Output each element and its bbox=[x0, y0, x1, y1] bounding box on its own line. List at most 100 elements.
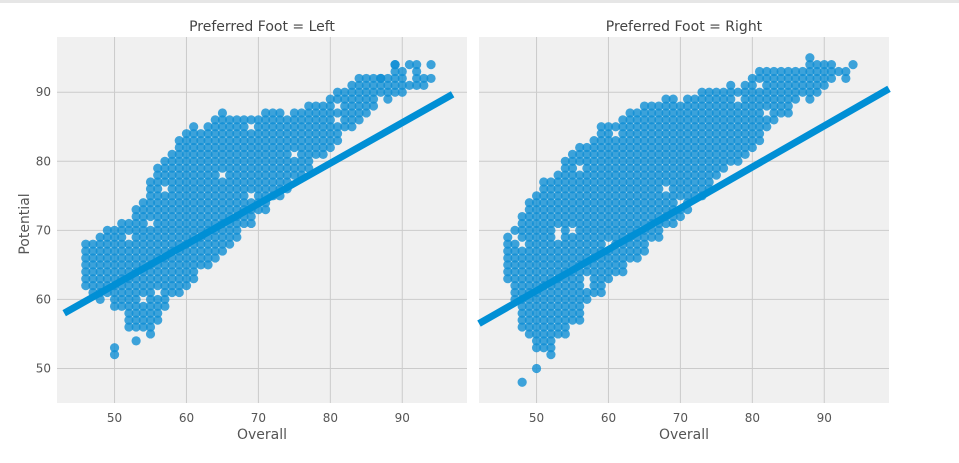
scatter-point bbox=[138, 281, 148, 291]
scatter-point bbox=[603, 191, 614, 201]
scatter-point bbox=[531, 225, 542, 235]
x-tick-label: 60 bbox=[179, 411, 194, 425]
scatter-point bbox=[704, 94, 714, 104]
scatter-point bbox=[690, 184, 700, 194]
scatter-point bbox=[596, 163, 606, 173]
scatter-point bbox=[582, 267, 592, 277]
scatter-point bbox=[239, 135, 249, 146]
scatter-point bbox=[682, 191, 693, 201]
scatter-point bbox=[726, 101, 736, 111]
scatter-point bbox=[582, 149, 592, 159]
scatter-point bbox=[546, 218, 556, 229]
x-tick-label: 80 bbox=[323, 411, 338, 425]
scatter-point bbox=[524, 205, 534, 215]
scatter-point bbox=[589, 274, 599, 284]
scatter-point bbox=[210, 253, 220, 263]
scatter-point bbox=[232, 184, 242, 194]
scatter-point bbox=[117, 232, 127, 242]
scatter-point bbox=[325, 101, 335, 111]
scatter-point bbox=[160, 287, 170, 298]
scatter-point bbox=[611, 163, 621, 173]
scatter-point bbox=[819, 73, 829, 84]
scatter-point bbox=[575, 294, 585, 305]
scatter-point bbox=[210, 239, 220, 249]
scatter-point bbox=[145, 308, 156, 318]
scatter-point bbox=[160, 294, 170, 305]
scatter-point bbox=[88, 260, 98, 270]
scatter-point bbox=[138, 287, 148, 298]
scatter-point bbox=[225, 122, 235, 132]
scatter-point bbox=[632, 163, 642, 173]
scatter-point bbox=[647, 129, 657, 139]
scatter-point bbox=[553, 184, 563, 194]
scatter-point bbox=[332, 135, 343, 146]
scatter-point bbox=[517, 260, 527, 270]
scatter-point bbox=[354, 80, 364, 90]
scatter-point bbox=[625, 122, 635, 132]
scatter-point bbox=[189, 142, 199, 153]
scatter-point bbox=[397, 87, 407, 97]
scatter-point bbox=[232, 232, 242, 242]
scatter-point bbox=[189, 122, 199, 132]
scatter-point bbox=[668, 122, 678, 132]
scatter-point bbox=[181, 191, 192, 201]
scatter-point bbox=[819, 66, 829, 77]
scatter-point bbox=[567, 232, 578, 242]
scatter-point bbox=[560, 198, 570, 208]
scatter-point bbox=[210, 177, 220, 187]
scatter-point bbox=[397, 80, 407, 90]
scatter-point bbox=[596, 191, 606, 201]
scatter-point bbox=[611, 225, 621, 235]
scatter-point bbox=[625, 218, 635, 229]
scatter-point bbox=[567, 177, 578, 187]
scatter-point bbox=[582, 198, 592, 208]
scatter-point bbox=[268, 129, 278, 139]
scatter-point bbox=[654, 225, 664, 235]
scatter-point bbox=[589, 232, 599, 242]
scatter-point bbox=[131, 308, 141, 318]
scatter-point bbox=[632, 239, 642, 249]
scatter-point bbox=[160, 281, 170, 291]
scatter-point bbox=[81, 260, 91, 270]
scatter-point bbox=[682, 115, 693, 125]
scatter-point bbox=[603, 122, 614, 132]
scatter-point bbox=[668, 198, 678, 208]
scatter-point bbox=[567, 211, 578, 222]
scatter-point bbox=[582, 211, 592, 222]
scatter-point bbox=[654, 191, 664, 201]
scatter-point bbox=[102, 232, 112, 242]
scatter-point bbox=[210, 191, 220, 201]
scatter-point bbox=[546, 246, 556, 256]
scatter-point bbox=[239, 184, 249, 194]
scatter-point bbox=[668, 218, 678, 229]
scatter-point bbox=[189, 184, 199, 194]
x-tick-label: 70 bbox=[251, 411, 266, 425]
scatter-point bbox=[546, 301, 556, 311]
scatter-point bbox=[740, 101, 750, 111]
scatter-point bbox=[546, 191, 556, 201]
scatter-point bbox=[174, 191, 184, 201]
scatter-point bbox=[776, 101, 786, 111]
scatter-point bbox=[625, 205, 635, 215]
scatter-point bbox=[181, 198, 192, 208]
scatter-point bbox=[740, 149, 750, 159]
scatter-point bbox=[246, 156, 256, 166]
scatter-point bbox=[131, 232, 141, 242]
scatter-point bbox=[726, 80, 736, 90]
scatter-point bbox=[167, 177, 177, 187]
scatter-point bbox=[560, 211, 570, 222]
scatter-point bbox=[246, 177, 256, 187]
scatter-point bbox=[145, 225, 156, 235]
scatter-point bbox=[647, 232, 657, 242]
scatter-point bbox=[539, 232, 549, 242]
scatter-point bbox=[647, 149, 657, 159]
scatter-point bbox=[517, 308, 527, 318]
scatter-point bbox=[675, 211, 686, 222]
scatter-point bbox=[596, 149, 606, 159]
scatter-point bbox=[181, 218, 192, 229]
scatter-point bbox=[311, 122, 321, 132]
scatter-point bbox=[246, 149, 256, 159]
scatter-point bbox=[661, 198, 671, 208]
scatter-point bbox=[160, 170, 170, 180]
scatter-point bbox=[109, 350, 120, 360]
